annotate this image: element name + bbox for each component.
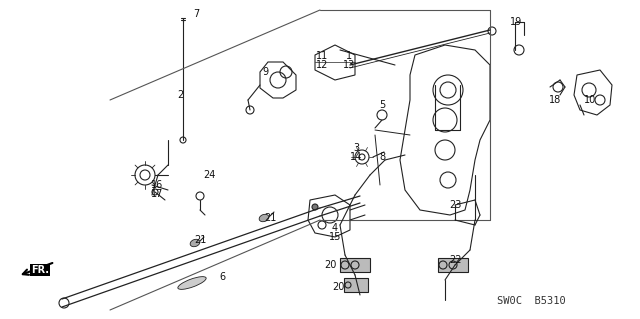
Text: 2: 2 bbox=[177, 90, 183, 100]
Text: 4: 4 bbox=[332, 223, 338, 233]
Circle shape bbox=[312, 204, 318, 210]
Text: FR.: FR. bbox=[31, 265, 49, 275]
Text: 19: 19 bbox=[510, 17, 522, 27]
Text: 5: 5 bbox=[379, 100, 385, 110]
Polygon shape bbox=[344, 278, 368, 292]
Text: 3: 3 bbox=[353, 143, 359, 153]
Text: 1: 1 bbox=[346, 51, 352, 61]
Text: 20: 20 bbox=[324, 260, 336, 270]
Text: 21: 21 bbox=[264, 213, 276, 223]
Polygon shape bbox=[340, 258, 370, 272]
Text: 21: 21 bbox=[194, 235, 206, 245]
Text: 14: 14 bbox=[350, 152, 362, 162]
Polygon shape bbox=[438, 258, 468, 272]
Ellipse shape bbox=[259, 214, 269, 222]
Text: 23: 23 bbox=[449, 200, 461, 210]
Text: 12: 12 bbox=[316, 60, 328, 70]
Text: 8: 8 bbox=[379, 152, 385, 162]
Text: 15: 15 bbox=[329, 232, 341, 242]
Text: 17: 17 bbox=[151, 189, 163, 199]
Text: 11: 11 bbox=[316, 51, 328, 61]
Text: 24: 24 bbox=[203, 170, 215, 180]
Text: 18: 18 bbox=[549, 95, 561, 105]
Text: 9: 9 bbox=[262, 67, 268, 77]
Text: SW0C  B5310: SW0C B5310 bbox=[497, 296, 566, 306]
Ellipse shape bbox=[178, 277, 206, 289]
Text: 16: 16 bbox=[151, 180, 163, 190]
Ellipse shape bbox=[190, 239, 200, 247]
Text: 20: 20 bbox=[332, 282, 344, 292]
Text: 6: 6 bbox=[219, 272, 225, 282]
Text: 13: 13 bbox=[343, 60, 355, 70]
Text: 22: 22 bbox=[449, 255, 461, 265]
Text: 10: 10 bbox=[584, 95, 596, 105]
Text: FR.: FR. bbox=[31, 265, 49, 275]
Text: 7: 7 bbox=[193, 9, 199, 19]
